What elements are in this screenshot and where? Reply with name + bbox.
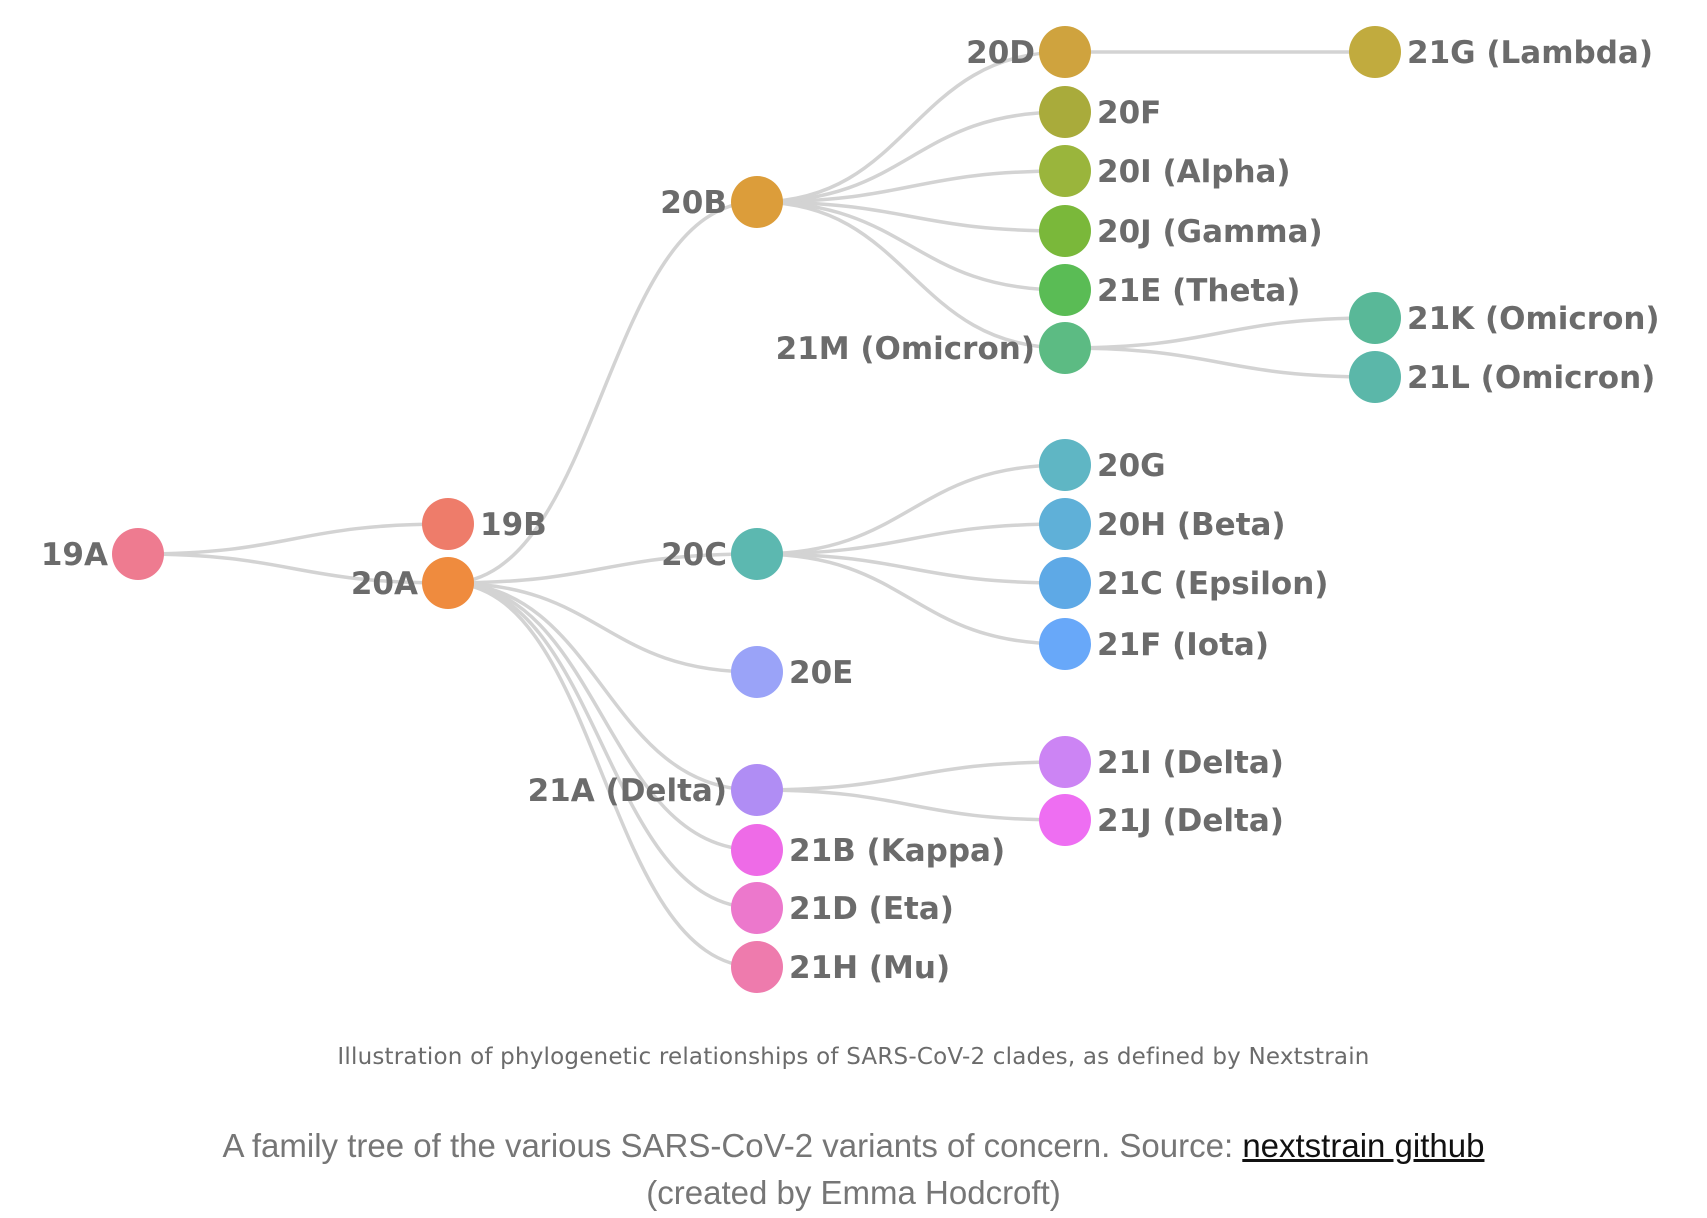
node-20F (1039, 86, 1091, 138)
node-21A (731, 764, 783, 816)
tree-nodes: 19A 19B 20A 20B 20C 20E 21A (Delta) 21B (Kappa)… (41, 26, 1660, 993)
node-21I (1039, 736, 1091, 788)
edge-20A-21H (447, 581, 758, 969)
edge-20B-21E (756, 200, 1066, 292)
node-21E (1039, 264, 1091, 316)
node-21F (1039, 618, 1091, 670)
node-label-21G: 21G (Lambda) (1407, 35, 1653, 71)
node-label-21I: 21I (Delta) (1097, 745, 1284, 781)
node-21J (1039, 794, 1091, 846)
node-20A (422, 557, 474, 609)
node-label-21K: 21K (Omicron) (1407, 301, 1660, 337)
edge-20B-20D (756, 50, 1066, 204)
node-21D (731, 882, 783, 934)
node-label-21A: 21A (Delta) (528, 773, 727, 809)
clade-tree-diagram: 19A 19B 20A 20B 20C 20E 21A (Delta) 21B (Kappa)… (41, 26, 1660, 993)
edge-20B-20I (756, 169, 1066, 204)
node-21C (1039, 557, 1091, 609)
edge-20C-20G (756, 463, 1066, 556)
node-label-21D: 21D (Eta) (789, 891, 954, 927)
node-21L (1349, 351, 1401, 403)
node-20C (731, 528, 783, 580)
edge-20A-21B (447, 581, 758, 852)
node-20G (1039, 439, 1091, 491)
tree-edges (137, 50, 1376, 969)
node-label-21M: 21M (Omicron) (776, 331, 1035, 367)
node-label-21B: 21B (Kappa) (789, 833, 1005, 869)
edge-21M-21K (1064, 316, 1376, 350)
node-19B (422, 498, 474, 550)
edge-20C-20H (756, 522, 1066, 556)
node-20J (1039, 205, 1091, 257)
node-20I (1039, 145, 1091, 197)
edge-19A-20A (137, 552, 449, 585)
node-20B (731, 176, 783, 228)
node-label-21H: 21H (Mu) (789, 950, 950, 986)
node-label-21C: 21C (Epsilon) (1097, 566, 1328, 602)
edge-20A-21A (447, 581, 758, 792)
edge-20B-21M (756, 200, 1066, 350)
node-label-20B: 20B (660, 185, 727, 221)
edge-20A-20E (447, 581, 758, 674)
node-label-21L: 21L (Omicron) (1407, 360, 1655, 396)
edge-20B-20J (756, 200, 1066, 233)
article-caption-credit: (created by Emma Hodcroft) (646, 1174, 1061, 1211)
node-21M (1039, 322, 1091, 374)
edge-20A-20C (447, 552, 758, 585)
edge-19A-19B (137, 522, 449, 556)
node-21H (731, 941, 783, 993)
edge-20B-20F (756, 110, 1066, 204)
node-label-21E: 21E (Theta) (1097, 273, 1300, 309)
node-label-20E: 20E (789, 655, 853, 691)
edge-20C-21C (756, 552, 1066, 585)
edge-21M-21L (1064, 346, 1376, 379)
node-21B (731, 824, 783, 876)
node-label-20J: 20J (Gamma) (1097, 214, 1323, 250)
node-20H (1039, 498, 1091, 550)
node-21G (1349, 26, 1401, 78)
node-label-21J: 21J (Delta) (1097, 803, 1284, 839)
node-label-20H: 20H (Beta) (1097, 507, 1286, 543)
article-caption-text: A family tree of the various SARS-CoV-2 … (222, 1127, 1243, 1164)
node-label-19B: 19B (480, 507, 547, 543)
source-link[interactable]: nextstrain github (1242, 1127, 1485, 1164)
node-20D (1039, 26, 1091, 78)
node-label-20F: 20F (1097, 95, 1161, 131)
node-label-20A: 20A (351, 566, 418, 602)
edge-20A-20B (447, 200, 758, 585)
node-19A (112, 528, 164, 580)
edge-20A-21D (447, 581, 758, 910)
edge-21A-21J (756, 788, 1066, 822)
node-20E (731, 646, 783, 698)
edge-20C-21F (756, 552, 1066, 646)
node-label-20C: 20C (661, 537, 727, 573)
node-label-20D: 20D (966, 35, 1035, 71)
node-label-19A: 19A (41, 537, 108, 573)
figure-caption: Illustration of phylogenetic relationshi… (337, 1044, 1370, 1070)
node-label-20G: 20G (1097, 448, 1166, 484)
edge-21A-21I (756, 760, 1066, 792)
node-label-21F: 21F (Iota) (1097, 627, 1269, 663)
node-21K (1349, 292, 1401, 344)
article-caption: A family tree of the various SARS-CoV-2 … (200, 1122, 1507, 1216)
node-label-20I: 20I (Alpha) (1097, 154, 1291, 190)
